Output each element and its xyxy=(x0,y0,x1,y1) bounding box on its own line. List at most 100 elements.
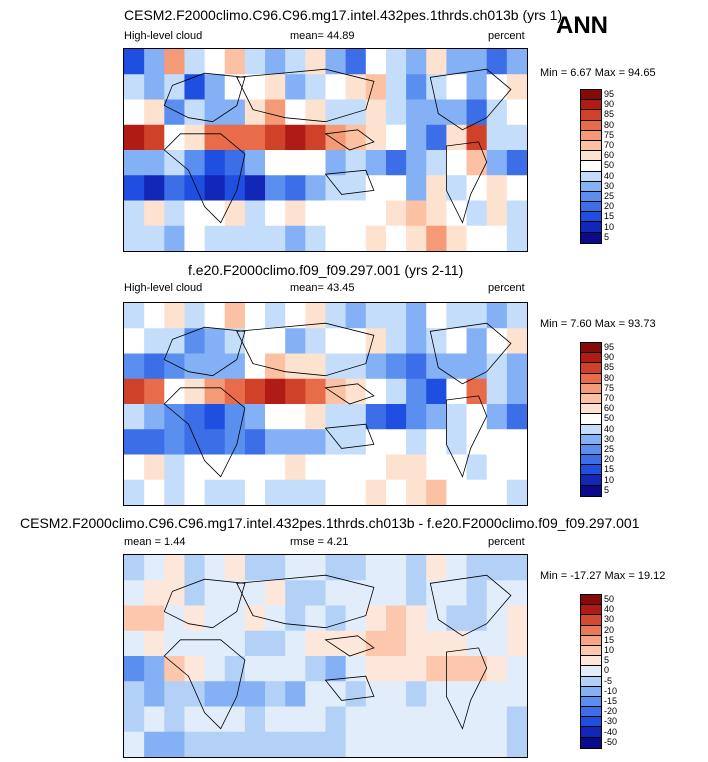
heatmap-cell xyxy=(426,706,447,733)
heatmap-cell xyxy=(124,731,145,757)
heatmap-cell xyxy=(144,225,165,251)
heatmap-cell xyxy=(144,175,165,202)
heatmap-cell xyxy=(385,454,407,481)
heatmap-cell xyxy=(184,175,206,202)
heatmap-cell xyxy=(506,303,527,329)
heatmap-cell xyxy=(446,225,468,251)
heatmap-cell xyxy=(426,328,447,355)
heatmap-cell xyxy=(385,49,407,75)
heatmap-cell xyxy=(426,225,447,251)
heatmap-cell xyxy=(385,630,407,657)
heatmap-cell xyxy=(204,479,226,505)
heatmap-cell xyxy=(345,124,367,151)
heatmap-cell xyxy=(305,378,327,405)
heatmap-cell xyxy=(385,706,407,733)
heatmap-cell xyxy=(305,124,327,151)
heatmap-cell xyxy=(305,74,327,101)
heatmap-cell xyxy=(265,353,286,380)
heatmap-cell xyxy=(446,555,468,581)
colorbar-swatch xyxy=(581,635,601,646)
colorbar-label: 60 xyxy=(604,150,615,161)
colorbar-label: 15 xyxy=(604,211,615,222)
colorbar-label: 80 xyxy=(604,119,615,130)
heatmap-cell xyxy=(124,150,145,176)
heatmap-cell xyxy=(265,731,286,757)
colorbar-swatch xyxy=(581,222,601,233)
heatmap-cell xyxy=(365,404,387,430)
heatmap-cell xyxy=(305,706,327,733)
heatmap-cell xyxy=(446,731,468,757)
colorbar-swatch xyxy=(581,171,601,182)
heatmap-cell xyxy=(466,429,488,456)
coastline xyxy=(324,635,375,657)
heatmap-cell xyxy=(345,454,367,481)
heatmap-cell xyxy=(466,404,488,430)
heatmap-cell xyxy=(244,150,266,176)
heatmap-cell xyxy=(406,49,427,75)
heatmap-cell xyxy=(285,378,306,405)
heatmap-cell xyxy=(164,328,186,355)
heatmap-cell xyxy=(224,731,246,757)
heatmap-cell xyxy=(446,605,468,632)
heatmap-cell xyxy=(345,175,367,202)
heatmap-cell xyxy=(164,353,186,380)
heatmap-cell xyxy=(365,225,387,251)
heatmap-cell xyxy=(204,353,226,380)
heatmap-cell xyxy=(506,175,527,202)
heatmap-cell xyxy=(265,706,286,733)
heatmap-cell xyxy=(506,404,527,430)
heatmap-cell xyxy=(244,225,266,251)
heatmap-cell xyxy=(305,681,327,708)
colorbar-swatch xyxy=(581,151,601,162)
colorbar-swatch xyxy=(581,465,601,476)
colorbar-swatch xyxy=(581,130,601,141)
panel-3-colorbar xyxy=(580,594,602,749)
heatmap-cell xyxy=(144,656,165,682)
colorbar-swatch xyxy=(581,373,601,384)
heatmap-cell xyxy=(285,175,306,202)
heatmap-cell xyxy=(224,225,246,251)
panel-1-colorbar xyxy=(580,89,602,244)
heatmap-cell xyxy=(345,580,367,607)
heatmap-cell xyxy=(244,605,266,632)
heatmap-cell xyxy=(466,681,488,708)
heatmap-cell xyxy=(204,731,226,757)
heatmap-cell xyxy=(385,580,407,607)
heatmap-cell xyxy=(446,303,468,329)
heatmap-cell xyxy=(305,353,327,380)
heatmap-cell xyxy=(285,328,306,355)
heatmap-cell xyxy=(486,706,508,733)
heatmap-cell xyxy=(265,404,286,430)
heatmap-cell xyxy=(466,605,488,632)
heatmap-cell xyxy=(426,353,447,380)
heatmap-cell xyxy=(144,124,165,151)
panel-2-variable-label: High-level cloud xyxy=(124,282,203,294)
heatmap-cell xyxy=(406,555,427,581)
colorbar-label: 20 xyxy=(604,201,615,212)
heatmap-cell xyxy=(124,200,145,227)
colorbar-swatch xyxy=(581,353,601,364)
heatmap-cell xyxy=(365,454,387,481)
heatmap-cell xyxy=(184,656,206,682)
heatmap-cell xyxy=(224,630,246,657)
heatmap-cell xyxy=(305,454,327,481)
heatmap-cell xyxy=(144,429,165,456)
heatmap-cell xyxy=(144,49,165,75)
heatmap-cell xyxy=(406,630,427,657)
colorbar-swatch xyxy=(581,232,601,243)
heatmap-cell xyxy=(426,580,447,607)
heatmap-cell xyxy=(164,404,186,430)
heatmap-cell xyxy=(285,303,306,329)
heatmap-cell xyxy=(385,479,407,505)
heatmap-cell xyxy=(124,303,145,329)
heatmap-cell xyxy=(325,303,347,329)
heatmap-cell xyxy=(325,555,347,581)
heatmap-cell xyxy=(345,656,367,682)
heatmap-cell xyxy=(506,150,527,176)
heatmap-cell xyxy=(204,555,226,581)
heatmap-cell xyxy=(224,681,246,708)
panel-3-units-label: percent xyxy=(488,536,525,548)
heatmap-cell xyxy=(285,630,306,657)
heatmap-cell xyxy=(506,706,527,733)
heatmap-cell xyxy=(144,353,165,380)
